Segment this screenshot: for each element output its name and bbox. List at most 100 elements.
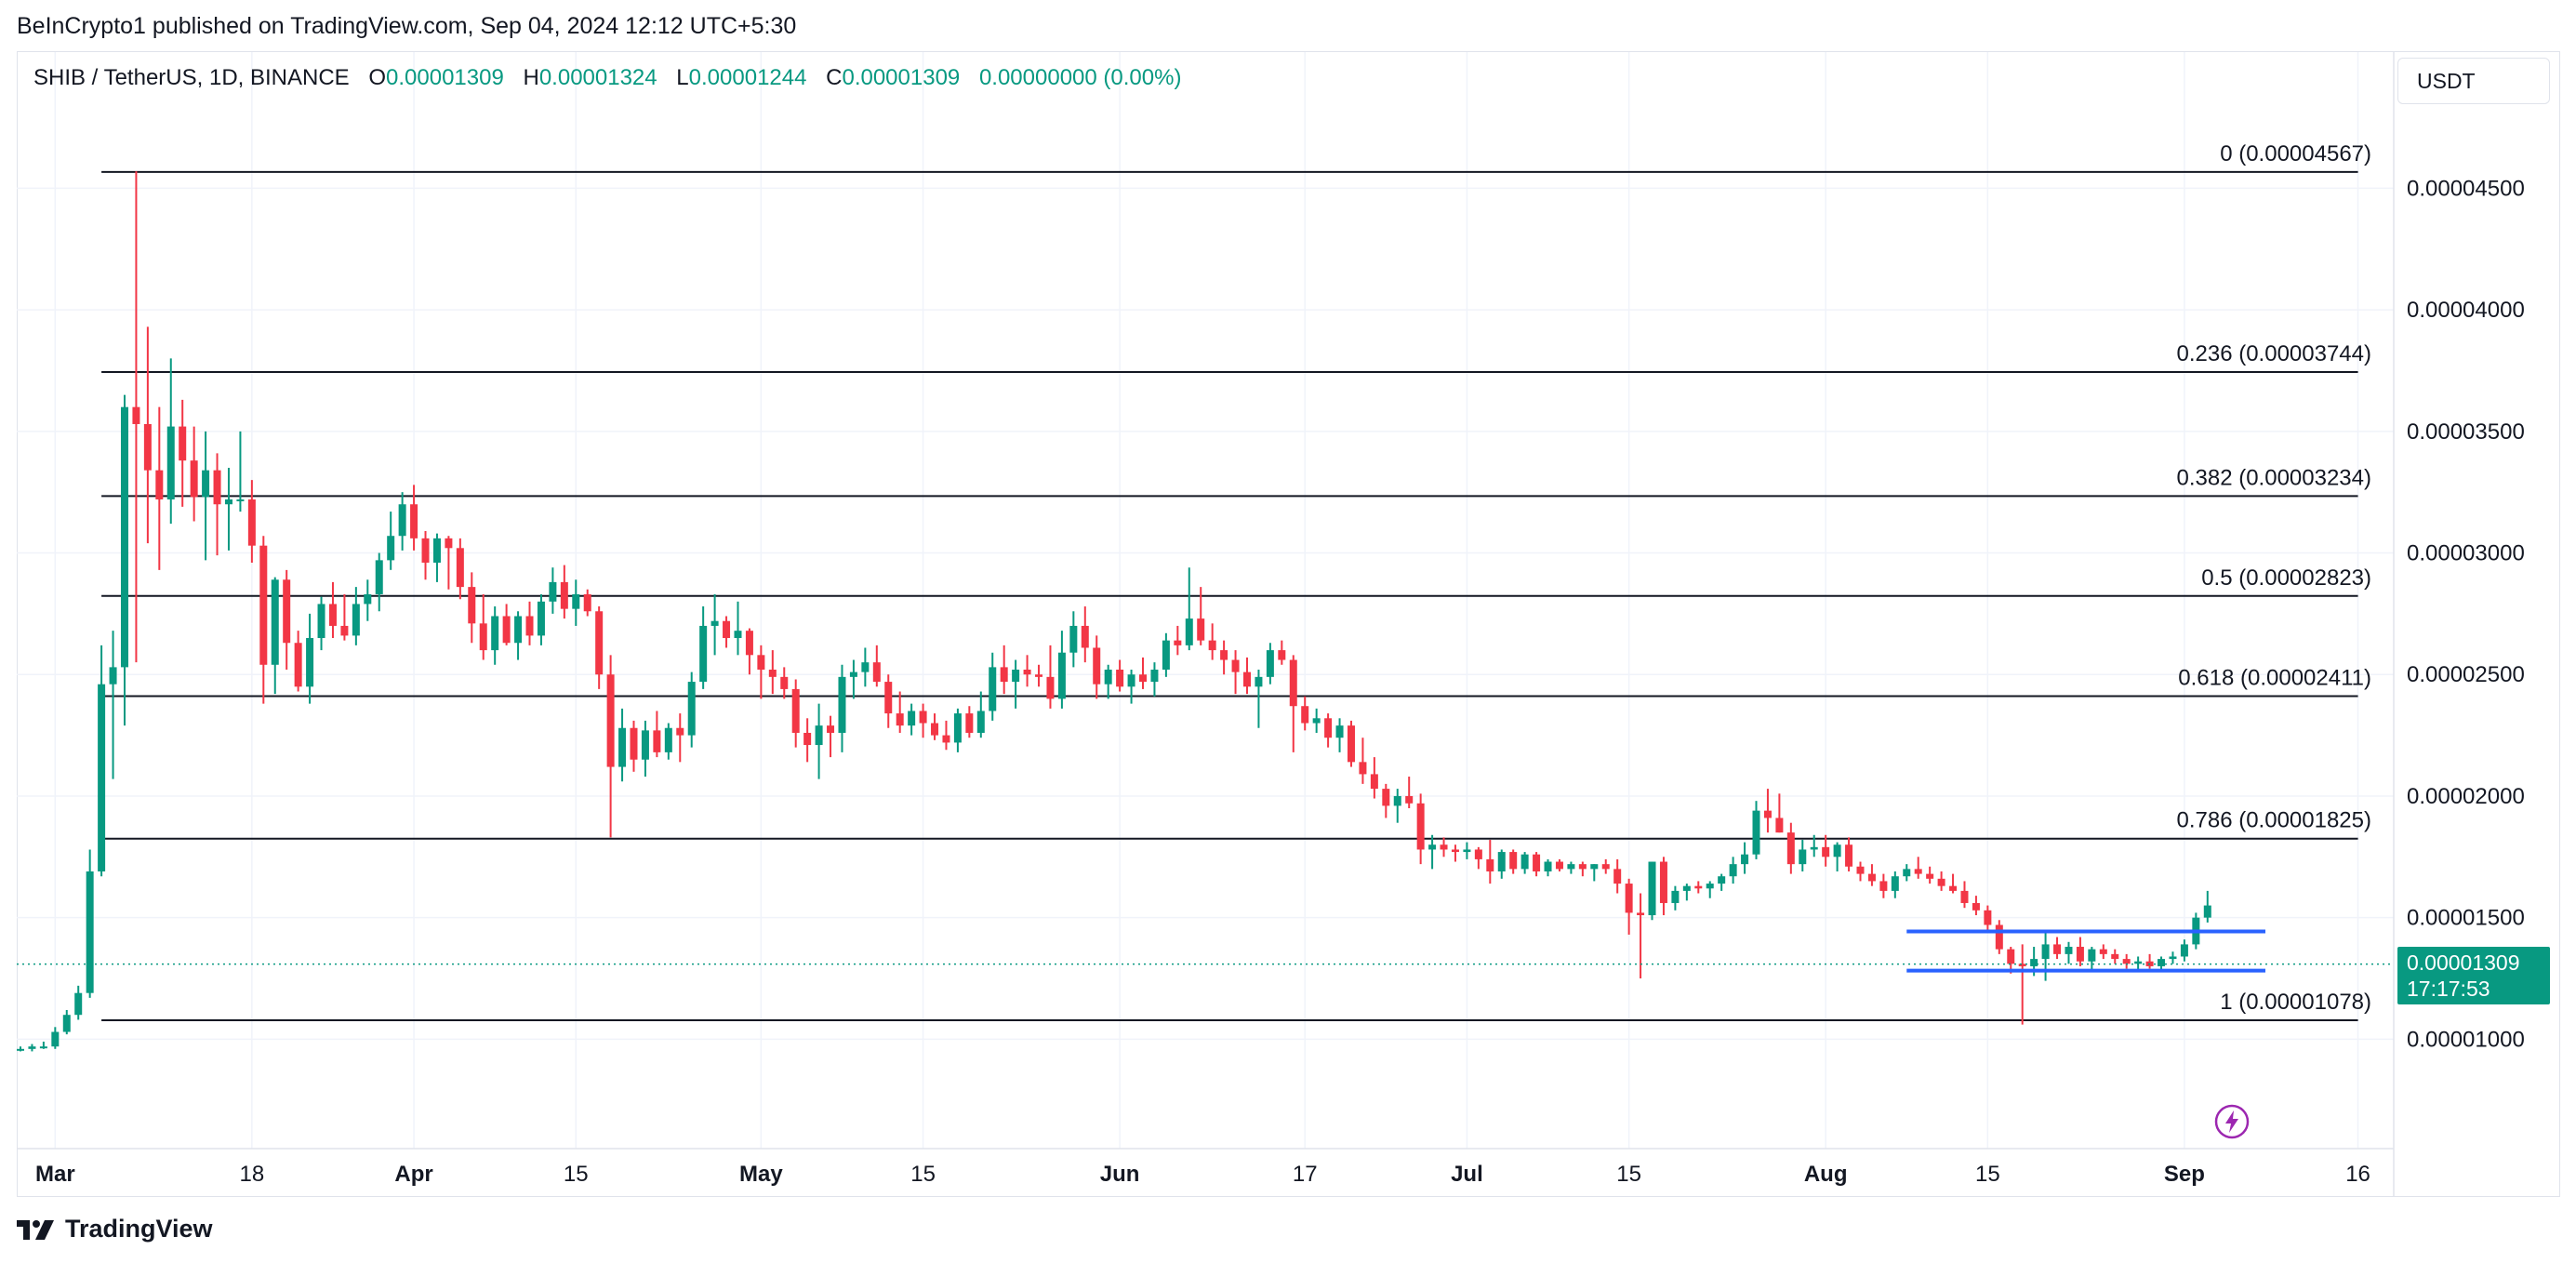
candle-body	[98, 684, 106, 871]
candle-body	[2030, 959, 2038, 966]
fibonacci-retracement: 0 (0.00004567) 0.236 (0.00003744) 0.382 (0…	[101, 141, 2371, 1021]
candle-body	[2158, 959, 2166, 966]
candle-body	[1069, 625, 1078, 653]
tradingview-logo-icon	[17, 1219, 54, 1240]
candle-body	[86, 871, 94, 993]
candle-body	[120, 406, 128, 668]
candle-body	[1162, 640, 1170, 671]
candle-body	[1845, 844, 1853, 867]
candle-body	[942, 735, 950, 743]
candle-body	[468, 587, 476, 624]
candle-body	[375, 560, 383, 594]
candle-body	[1718, 876, 1726, 884]
candle-body	[1023, 670, 1031, 675]
fib-level-label: 1 (0.00001078)	[2220, 990, 2371, 1015]
candle-body	[1359, 762, 1367, 775]
candle-body	[630, 727, 638, 760]
candle-body	[768, 670, 777, 677]
candle-body	[919, 711, 927, 724]
candle-body	[965, 713, 974, 733]
candle-body	[1057, 652, 1066, 699]
candle-body	[62, 1015, 71, 1032]
candle-body	[306, 638, 314, 687]
tradingview-brand-label: TradingView	[65, 1215, 213, 1243]
open-label: O	[368, 65, 387, 90]
candle-body	[1625, 884, 1633, 913]
fib-level-label: 0.382 (0.00003234)	[2176, 465, 2371, 490]
candle-body	[2053, 944, 2062, 954]
candle-body	[953, 713, 962, 743]
candle-body	[1590, 864, 1599, 870]
candle-body	[1960, 890, 1969, 903]
candle-body	[896, 713, 904, 726]
footer-brand[interactable]: TradingView	[17, 1215, 213, 1243]
candle-body	[387, 536, 395, 561]
x-tick-label: Jun	[1100, 1162, 1140, 1187]
candle-body	[1578, 864, 1587, 870]
candle-body	[1567, 864, 1575, 870]
candle-body	[537, 601, 545, 636]
candle-body	[1370, 774, 1378, 790]
candle-body	[1520, 854, 1529, 870]
candle-body	[723, 620, 731, 639]
candle-body	[1497, 852, 1506, 871]
publish-header: BeInCrypto1 published on TradingView.com…	[17, 13, 797, 39]
candle-body	[1208, 640, 1216, 651]
candle-body	[1926, 873, 1934, 879]
candle-body	[1637, 912, 1645, 916]
candle-body	[1903, 869, 1911, 877]
candle-body	[1984, 910, 1992, 925]
candle-body	[1012, 670, 1020, 683]
candle-body	[572, 593, 580, 609]
candle-body	[1763, 810, 1772, 818]
candle-body	[931, 723, 939, 736]
currency-selector[interactable]: USDT	[2397, 58, 2550, 104]
candle-body	[1486, 858, 1494, 871]
candle-body	[1867, 873, 1876, 882]
candle-body	[1601, 864, 1610, 870]
candle-body	[2180, 944, 2188, 957]
candle-body	[1289, 659, 1297, 707]
bar-countdown: 17:17:53	[2407, 977, 2490, 1001]
candle-body	[549, 581, 557, 602]
candle-body	[2122, 959, 2131, 964]
candle-body	[1185, 618, 1193, 645]
candle-body	[1879, 881, 1888, 891]
candle-body	[525, 616, 534, 636]
candle-body	[2041, 944, 2050, 960]
lightning-bolt-icon[interactable]	[2213, 1103, 2251, 1140]
candle-body	[1035, 674, 1043, 677]
change-value: 0.00000000 (0.00%)	[978, 65, 1182, 90]
candle-body	[780, 676, 789, 689]
candle-body	[2099, 949, 2107, 954]
candle-body	[514, 616, 523, 644]
candle-body	[1428, 844, 1437, 850]
candle-body	[1242, 671, 1251, 687]
candle-body	[328, 604, 337, 626]
x-tick-label: 17	[1293, 1162, 1318, 1187]
candle-body	[1220, 650, 1228, 660]
candle-body	[1706, 884, 1714, 889]
candle-body	[884, 682, 893, 714]
candle-body	[1393, 795, 1401, 806]
candle-body	[1382, 789, 1390, 806]
candle-body	[432, 538, 441, 563]
fib-level-label: 0.786 (0.00001825)	[2176, 808, 2371, 833]
symbol-label[interactable]: SHIB / TetherUS, 1D, BINANCE	[33, 65, 350, 90]
candle-body	[1555, 861, 1563, 870]
candle-body	[989, 667, 997, 711]
candle-body	[155, 470, 164, 500]
candle-body	[1335, 725, 1344, 738]
candle-body	[247, 499, 256, 546]
y-tick-label: 0.00003500	[2407, 419, 2525, 445]
fib-level-label: 0.618 (0.00002411)	[2178, 665, 2371, 690]
candle-body	[2088, 949, 2096, 962]
candle-body	[109, 667, 117, 685]
y-tick-label: 0.00004500	[2407, 176, 2525, 201]
candle-body	[236, 499, 245, 502]
candle-body	[1000, 667, 1008, 683]
y-tick-label: 0.00002500	[2407, 662, 2525, 687]
candle-body	[2134, 961, 2143, 964]
candle-body	[74, 992, 83, 1016]
